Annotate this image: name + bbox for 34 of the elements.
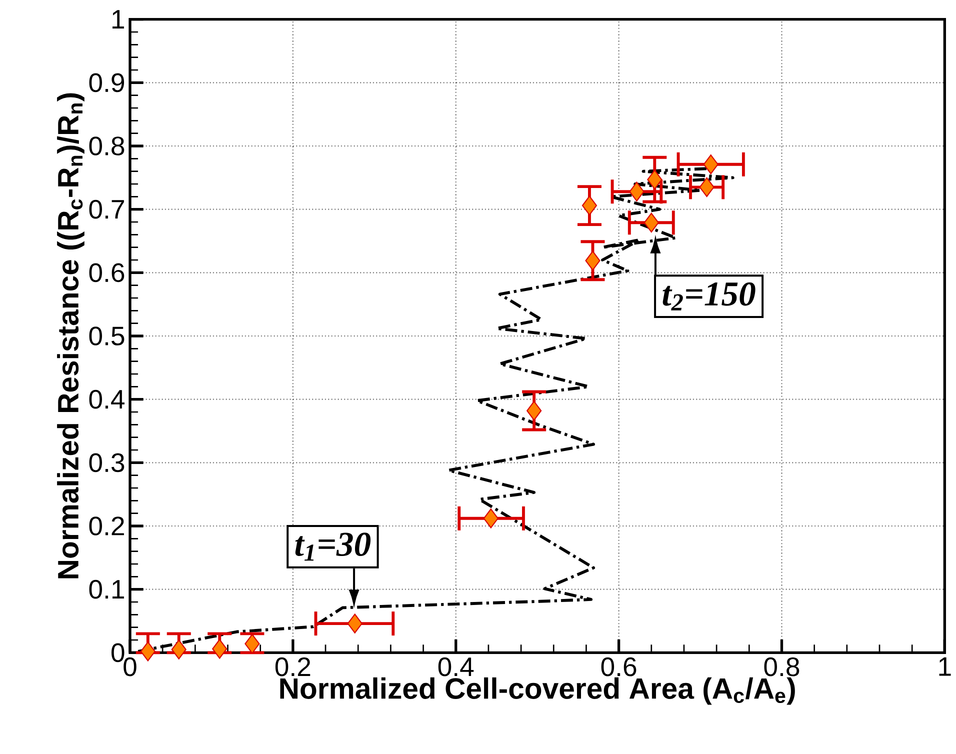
x-tick-label: 0.6	[601, 657, 636, 676]
y-tick-label: 0.7	[89, 200, 124, 219]
x-tick-label: 0.8	[764, 657, 800, 676]
point	[582, 196, 598, 216]
annotation: t$_{1}$=30	[295, 532, 371, 561]
y-tick-label: 1	[112, 10, 124, 29]
point	[526, 400, 542, 421]
point	[644, 212, 659, 232]
y-tick-label: 0.2	[89, 516, 124, 536]
y-tick-label: 0	[112, 643, 124, 662]
point	[629, 182, 644, 202]
point	[703, 154, 718, 174]
x-tick-label: 0.2	[275, 657, 310, 676]
point	[585, 250, 600, 270]
point	[647, 170, 662, 190]
point	[140, 642, 156, 662]
point	[699, 177, 714, 198]
point	[212, 639, 228, 659]
y-tick-label: 0.4	[89, 390, 125, 409]
y-axis-title: Normalized Resistance ((R$_{c}$-R$_{n}$)/R$_{n}$)	[57, 93, 84, 578]
point	[171, 640, 186, 660]
y-tick-label: 0.9	[89, 73, 124, 92]
y-tick-label: 0.6	[89, 263, 124, 282]
point	[347, 614, 362, 634]
y-tick-label: 0.1	[89, 580, 124, 599]
x-axis-title: Normalized Cell-covered Area (A$_{c}$/A$_{e}$)	[280, 677, 795, 705]
point	[244, 634, 260, 654]
point	[483, 508, 498, 528]
x-tick-label: 1	[939, 657, 951, 676]
y-tick-label: 0.8	[89, 136, 124, 156]
annotation: t$_{2}$=150	[662, 282, 756, 310]
x-tick-label: 0.4	[438, 657, 474, 676]
y-tick-label: 0.3	[89, 453, 124, 472]
y-tick-label: 0.5	[89, 326, 124, 346]
